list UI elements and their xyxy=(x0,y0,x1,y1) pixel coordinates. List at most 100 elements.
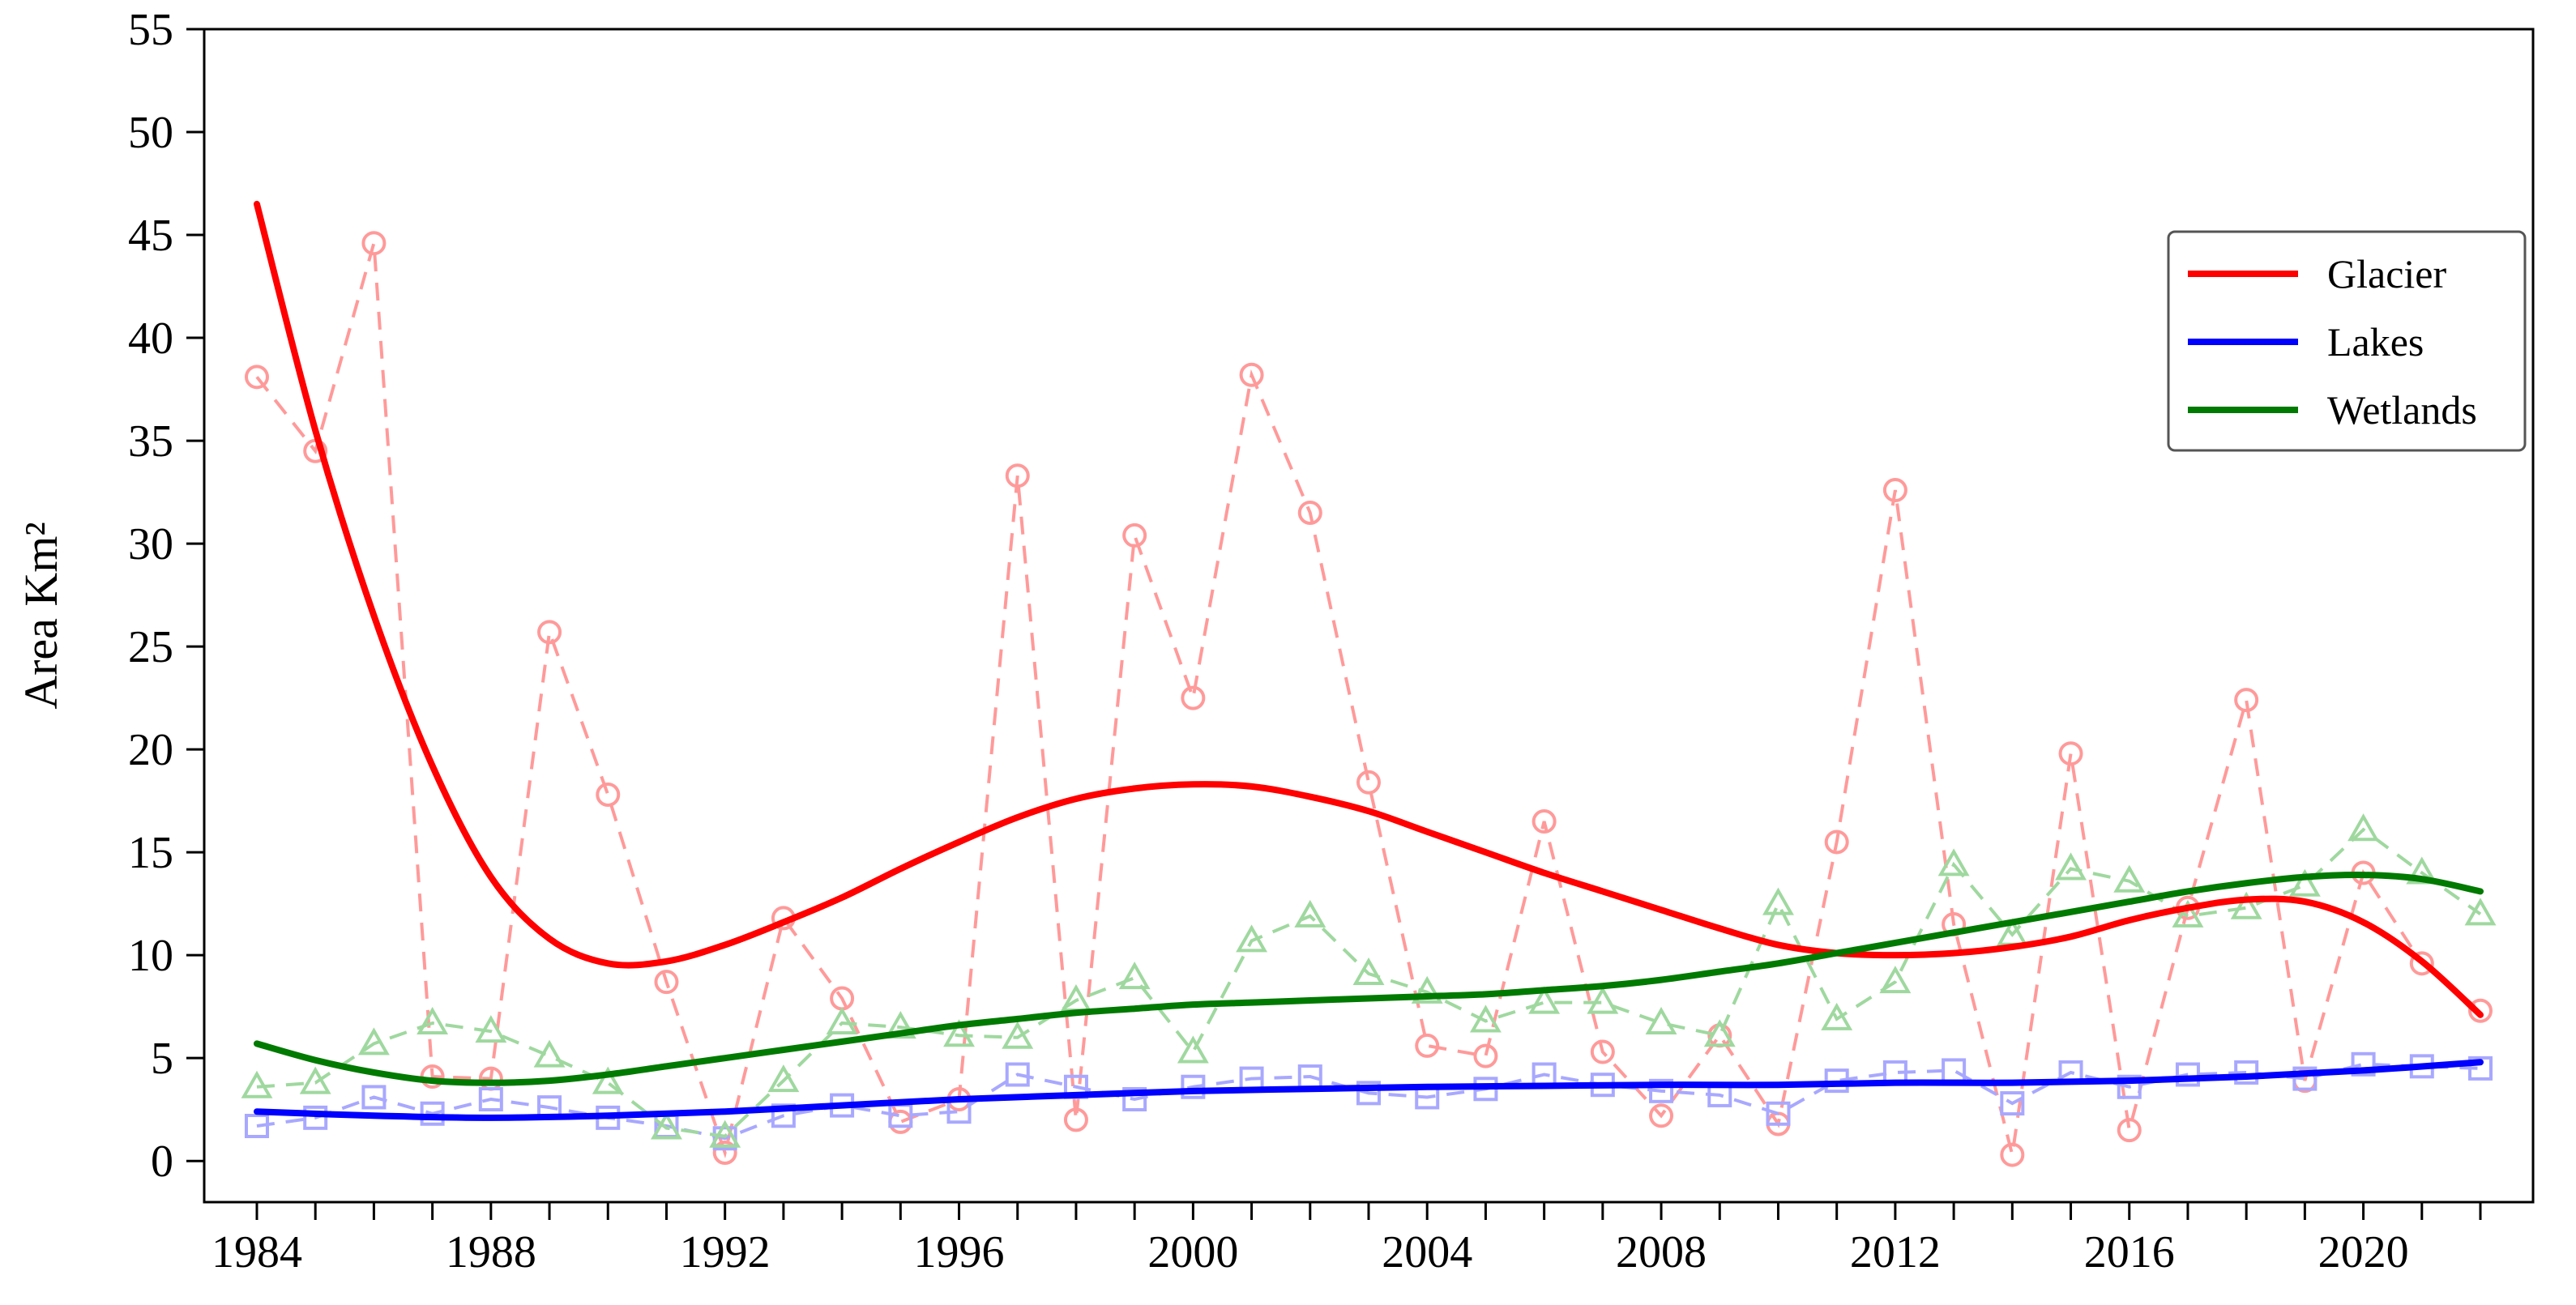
glacier-point xyxy=(1297,500,1322,525)
glacier-point xyxy=(361,231,387,256)
trend-series-layer xyxy=(253,200,2484,1121)
lakes-point xyxy=(2292,1066,2318,1091)
wetlands-point xyxy=(2172,899,2204,928)
lakes-trend-line xyxy=(253,1059,2484,1121)
glacier-point xyxy=(1532,809,1557,834)
wetlands-point xyxy=(767,1064,800,1093)
lakes-point xyxy=(771,1103,796,1128)
wetlands-point xyxy=(241,1070,273,1098)
glacier-observed-series xyxy=(244,231,2493,1167)
y-tick-label: 15 xyxy=(128,828,173,878)
legend-box xyxy=(2167,230,2527,452)
lakes-point xyxy=(2351,1051,2376,1077)
observed-series-layer xyxy=(241,231,2497,1167)
glacier-point xyxy=(2468,998,2493,1023)
glacier-point xyxy=(2234,688,2259,713)
lakes-point xyxy=(2234,1060,2259,1085)
x-tick-label: 2020 xyxy=(2318,1227,2409,1277)
wetlands-point xyxy=(417,1006,449,1034)
lakes-point xyxy=(1122,1086,1147,1111)
x-tick-label: 1988 xyxy=(446,1227,536,1277)
glacier-point xyxy=(1063,1107,1088,1132)
y-tick-label: 55 xyxy=(128,5,173,55)
wetlands-point xyxy=(1645,1006,1677,1034)
wetlands-point xyxy=(1762,887,1794,915)
wetlands-point xyxy=(1411,975,1443,1004)
wetlands-point xyxy=(2288,868,2321,897)
x-tick-label: 2000 xyxy=(1147,1227,1238,1277)
wetlands-point xyxy=(299,1066,331,1094)
wetlands-point xyxy=(592,1066,624,1094)
wetlands-trend-line xyxy=(253,872,2484,1086)
wetlands-observed-series xyxy=(241,813,2497,1148)
wetlands-point xyxy=(2113,864,2146,893)
glacier-observed-line xyxy=(255,242,2482,1159)
lakes-point xyxy=(303,1105,328,1130)
glacier-point xyxy=(1649,1103,1674,1128)
y-tick-label: 40 xyxy=(128,313,173,364)
wetlands-point xyxy=(1352,957,1385,986)
glacier-point xyxy=(2058,741,2083,766)
wetlands-point xyxy=(2464,898,2497,926)
wetlands-point xyxy=(2406,856,2438,885)
lakes-point xyxy=(2175,1062,2200,1087)
wetlands-point xyxy=(1528,986,1561,1014)
y-tick-label: 30 xyxy=(128,519,173,569)
y-tick-label: 35 xyxy=(128,416,173,467)
y-tick-label: 25 xyxy=(128,622,173,672)
wetlands-point xyxy=(884,1011,916,1039)
wetlands-point xyxy=(1177,1035,1209,1064)
wetlands-point xyxy=(1937,848,1970,876)
lakes-point xyxy=(478,1086,503,1111)
y-tick-label: 0 xyxy=(151,1137,173,1187)
glacier-point xyxy=(1882,478,1907,503)
wetlands-point xyxy=(1118,962,1151,990)
wetlands-point xyxy=(2055,852,2087,881)
glacier-point xyxy=(1590,1039,1615,1064)
glacier-point xyxy=(1356,770,1381,795)
lakes-observed-line xyxy=(256,1062,2481,1141)
x-tick-label: 1992 xyxy=(680,1227,771,1277)
glacier-point xyxy=(1005,463,1030,488)
glacier-trend-line xyxy=(253,200,2484,1018)
wetlands-point xyxy=(533,1039,566,1068)
lakes-point xyxy=(2000,1091,2025,1116)
wetlands-point xyxy=(1703,1019,1736,1047)
x-axis: 1984 1988 1992 1996 2000 2004 2008 2012 2016 2020 xyxy=(211,1202,2482,1277)
glacier-point xyxy=(1473,1043,1498,1068)
lakes-point xyxy=(1356,1081,1381,1106)
lakes-point xyxy=(2468,1056,2493,1081)
glacier-point xyxy=(537,620,562,645)
wetlands-point xyxy=(1294,899,1326,928)
glacier-point xyxy=(1824,829,1849,855)
x-tick-label: 1996 xyxy=(914,1227,1005,1277)
x-tick-label: 2012 xyxy=(1850,1227,1941,1277)
lakes-legend-label: Lakes xyxy=(2327,319,2424,365)
glacier-point xyxy=(654,970,679,995)
lakes-point xyxy=(1766,1101,1791,1126)
glacier-point xyxy=(2409,951,2434,976)
glacier-point xyxy=(1181,685,1206,710)
y-axis-title: Area Km² xyxy=(15,522,67,710)
wetlands-point xyxy=(2347,813,2380,842)
wetlands-point xyxy=(1821,1002,1853,1030)
lakes-point xyxy=(1181,1074,1206,1099)
glacier-point xyxy=(712,1141,737,1166)
lakes-point xyxy=(712,1126,737,1151)
wetlands-point xyxy=(1469,1004,1502,1033)
wetlands-point xyxy=(826,1006,858,1034)
glacier-point xyxy=(1122,522,1147,548)
wetlands-point xyxy=(475,1015,507,1043)
y-tick-label: 5 xyxy=(151,1034,173,1084)
lakes-point xyxy=(1005,1062,1030,1087)
y-tick-label: 45 xyxy=(128,211,173,261)
wetlands-legend-label: Wetlands xyxy=(2327,387,2477,433)
lakes-observed-series xyxy=(244,1051,2493,1151)
lakes-point xyxy=(244,1114,269,1139)
wetlands-point xyxy=(709,1119,741,1148)
wetlands-point xyxy=(943,1019,975,1047)
lakes-point xyxy=(2117,1074,2142,1099)
glacier-point xyxy=(1239,362,1264,387)
